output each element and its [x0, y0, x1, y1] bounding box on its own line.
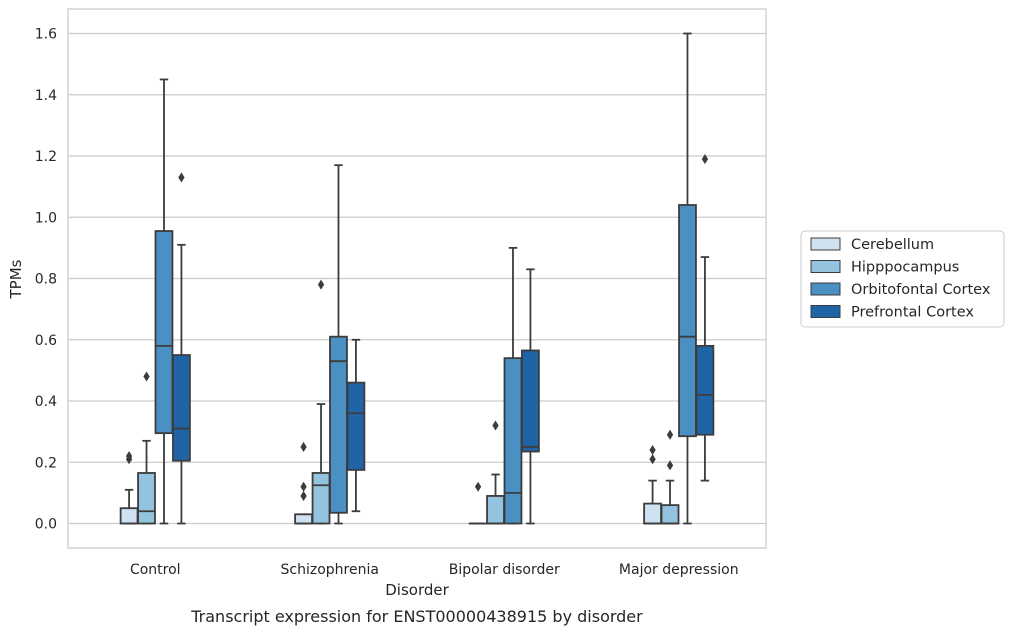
- outlier-point: [666, 460, 674, 471]
- y-tick-label: 1.2: [35, 149, 57, 165]
- outlier-point: [143, 371, 150, 382]
- outlier-point: [492, 420, 499, 431]
- y-tick-label: 0.8: [35, 272, 57, 288]
- outlier-point: [649, 454, 656, 465]
- legend-label: Prefrontal Cortex: [851, 305, 974, 321]
- box-body: [329, 335, 348, 514]
- box-body: [346, 381, 366, 471]
- x-tick-label: Schizophrenia: [281, 562, 379, 578]
- x-axis-title: Disorder: [385, 581, 449, 599]
- chart-caption: Transcript expression for ENST0000043891…: [190, 607, 643, 626]
- box-hipppocampus: [486, 420, 505, 525]
- box-orbitofontal-cortex: [678, 32, 697, 525]
- box-cerebellum: [643, 444, 662, 525]
- outlier-point: [300, 441, 307, 452]
- y-tick-label: 0.0: [35, 517, 57, 533]
- outlier-point: [178, 172, 185, 183]
- box-prefrontal-cortex: [172, 172, 191, 525]
- outlier-point: [649, 444, 656, 456]
- box-orbitofontal-cortex: [329, 164, 348, 525]
- x-tick-label: Control: [130, 562, 181, 578]
- x-tick-label: Major depression: [619, 562, 739, 578]
- box-body: [643, 502, 662, 525]
- outlier-point: [300, 481, 307, 492]
- box-body: [660, 504, 680, 525]
- box-body: [503, 357, 523, 525]
- outlier-point: [125, 451, 133, 462]
- box-prefrontal-cortex: [346, 338, 366, 513]
- legend-label: Orbitofontal Cortex: [851, 282, 991, 298]
- x-tick-labels: Control Schizophrenia Bipolar disorder Majo…: [130, 562, 739, 578]
- legend-swatch: [810, 260, 841, 273]
- box-body: [695, 344, 715, 436]
- outlier-point: [701, 154, 709, 165]
- legend-swatch: [810, 237, 841, 251]
- y-tick-label: 1.6: [35, 27, 57, 43]
- legend-swatch: [810, 305, 841, 318]
- box-prefrontal-cortex: [695, 154, 715, 482]
- box-body: [521, 349, 540, 453]
- legend-swatch: [810, 282, 841, 296]
- legend-label: Hipppocampus: [851, 260, 959, 276]
- box-orbitofontal-cortex: [503, 246, 523, 525]
- y-axis-title: TPMs: [7, 259, 25, 299]
- box-cerebellum: [294, 441, 313, 525]
- y-tick-labels: 0.0 0.2 0.4 0.6 0.8 1.0 1.2 1.4 1.6: [35, 27, 57, 533]
- box-body: [172, 354, 191, 462]
- box-cerebellum: [119, 451, 139, 525]
- box-body: [294, 513, 313, 525]
- box-body: [119, 507, 139, 525]
- x-tick-label: Bipolar disorder: [449, 562, 560, 578]
- plot-frame: [67, 8, 767, 549]
- y-tick-label: 1.4: [35, 88, 57, 104]
- outlier-point: [666, 429, 674, 440]
- box-prefrontal-cortex: [521, 268, 540, 525]
- y-tick-label: 0.4: [35, 394, 57, 410]
- box-body: [678, 204, 697, 438]
- legend-label: Cerebellum: [851, 237, 934, 253]
- box-hipppocampus: [660, 429, 680, 525]
- box-orbitofontal-cortex: [154, 78, 174, 525]
- box-body: [154, 230, 174, 435]
- outlier-point: [300, 490, 307, 501]
- outlier-point: [474, 481, 482, 492]
- outlier-point: [317, 279, 325, 290]
- y-tick-label: 0.6: [35, 333, 57, 349]
- y-tick-label: 0.2: [35, 455, 57, 471]
- box-body: [486, 495, 505, 525]
- box-cerebellum: [468, 481, 488, 525]
- boxes: [119, 32, 715, 525]
- y-tick-label: 1.0: [35, 210, 57, 226]
- legend-frame: [800, 230, 1005, 328]
- legend: Cerebellum Hipppocampus Orbitofontal Corte…: [800, 230, 1005, 328]
- box-body: [137, 472, 156, 525]
- box-hipppocampus: [137, 371, 156, 525]
- box-body: [311, 472, 331, 525]
